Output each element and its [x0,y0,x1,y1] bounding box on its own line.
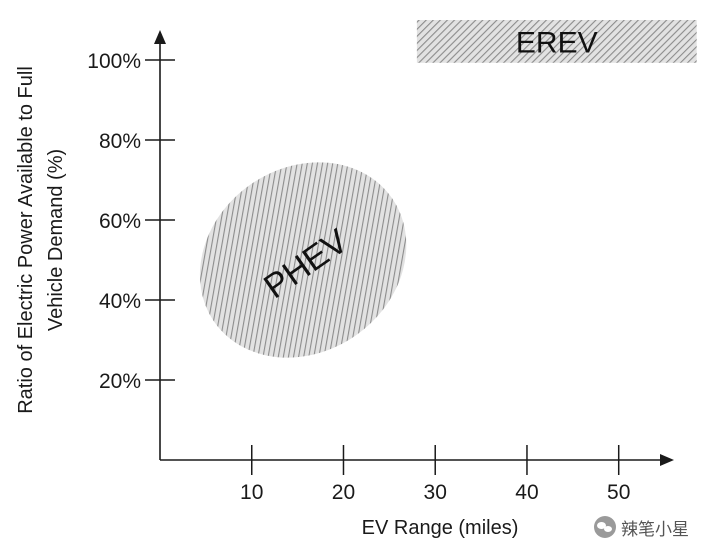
y-tick-label: 80% [99,130,141,153]
watermark-text: 辣笔小星 [621,519,689,540]
wechat-icon [594,516,616,538]
y-tick-label: 40% [99,290,141,313]
x-axis-arrow [660,454,674,466]
ticks: 10 20 30 40 50 20% 40% 60% 80% 100% [87,50,630,504]
watermark: 辣笔小星 [594,511,712,543]
y-axis-title: Ratio of Electric Power Available to Ful… [15,66,67,414]
x-tick-label: 50 [607,481,630,504]
y-tick-label: 100% [87,50,141,73]
y-axis-title-line-1: Ratio of Electric Power Available to Ful… [15,66,37,414]
y-tick-label: 20% [99,370,141,393]
axes [154,30,674,466]
y-axis-title-line-2: Vehicle Demand (%) [45,149,67,331]
y-tick-label: 60% [99,210,141,233]
region-erev [416,20,697,63]
y-axis-arrow [154,30,166,44]
x-tick-label: 30 [424,481,447,504]
region-label-erev: EREV [516,26,598,59]
x-tick-label: 10 [240,481,263,504]
x-tick-label: 40 [515,481,538,504]
region-phev [199,162,407,358]
x-tick-label: 20 [332,481,355,504]
x-axis-title: EV Range (miles) [362,517,519,539]
